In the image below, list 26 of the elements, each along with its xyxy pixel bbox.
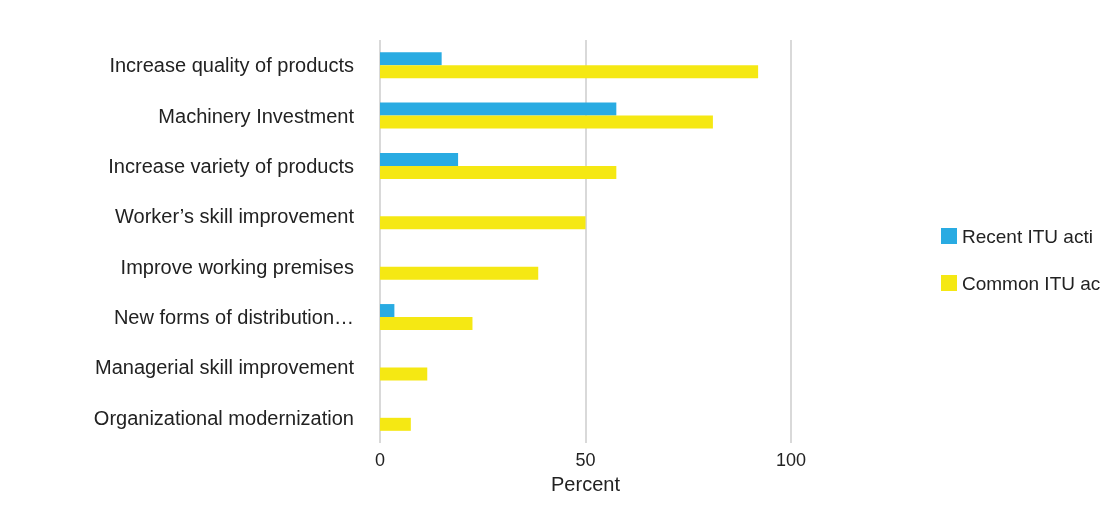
y-tick-label: Worker’s skill improvement: [115, 205, 355, 228]
bar: [380, 317, 473, 331]
bar: [380, 367, 428, 381]
y-tick-label: Machinery Investment: [158, 104, 355, 127]
bar: [380, 266, 539, 280]
bar: [380, 115, 713, 129]
y-tick-label: Improve working premises: [120, 255, 354, 278]
x-axis-title: Percent: [551, 472, 621, 495]
bar: [380, 52, 442, 66]
bar: [380, 304, 395, 318]
y-tick-label: Increase quality of products: [109, 54, 354, 77]
bar: [380, 102, 617, 116]
bar: [380, 417, 411, 431]
legend-label: Common ITU ac: [962, 272, 1101, 294]
legend-label: Recent ITU acti: [962, 225, 1093, 247]
y-tick-label: Increase variety of products: [108, 154, 354, 177]
y-tick-label: New forms of distribution…: [113, 306, 354, 329]
x-tick-label: 0: [374, 450, 386, 470]
x-tick-label: 50: [575, 450, 596, 470]
bar: [380, 216, 586, 230]
bar: [380, 165, 617, 179]
y-tick-label: Managerial skill improvement: [95, 356, 355, 379]
bar: [380, 152, 459, 166]
x-tick-label: 100: [775, 450, 807, 470]
y-tick-label: Organizational modernization: [93, 406, 354, 429]
bar: [380, 65, 759, 79]
